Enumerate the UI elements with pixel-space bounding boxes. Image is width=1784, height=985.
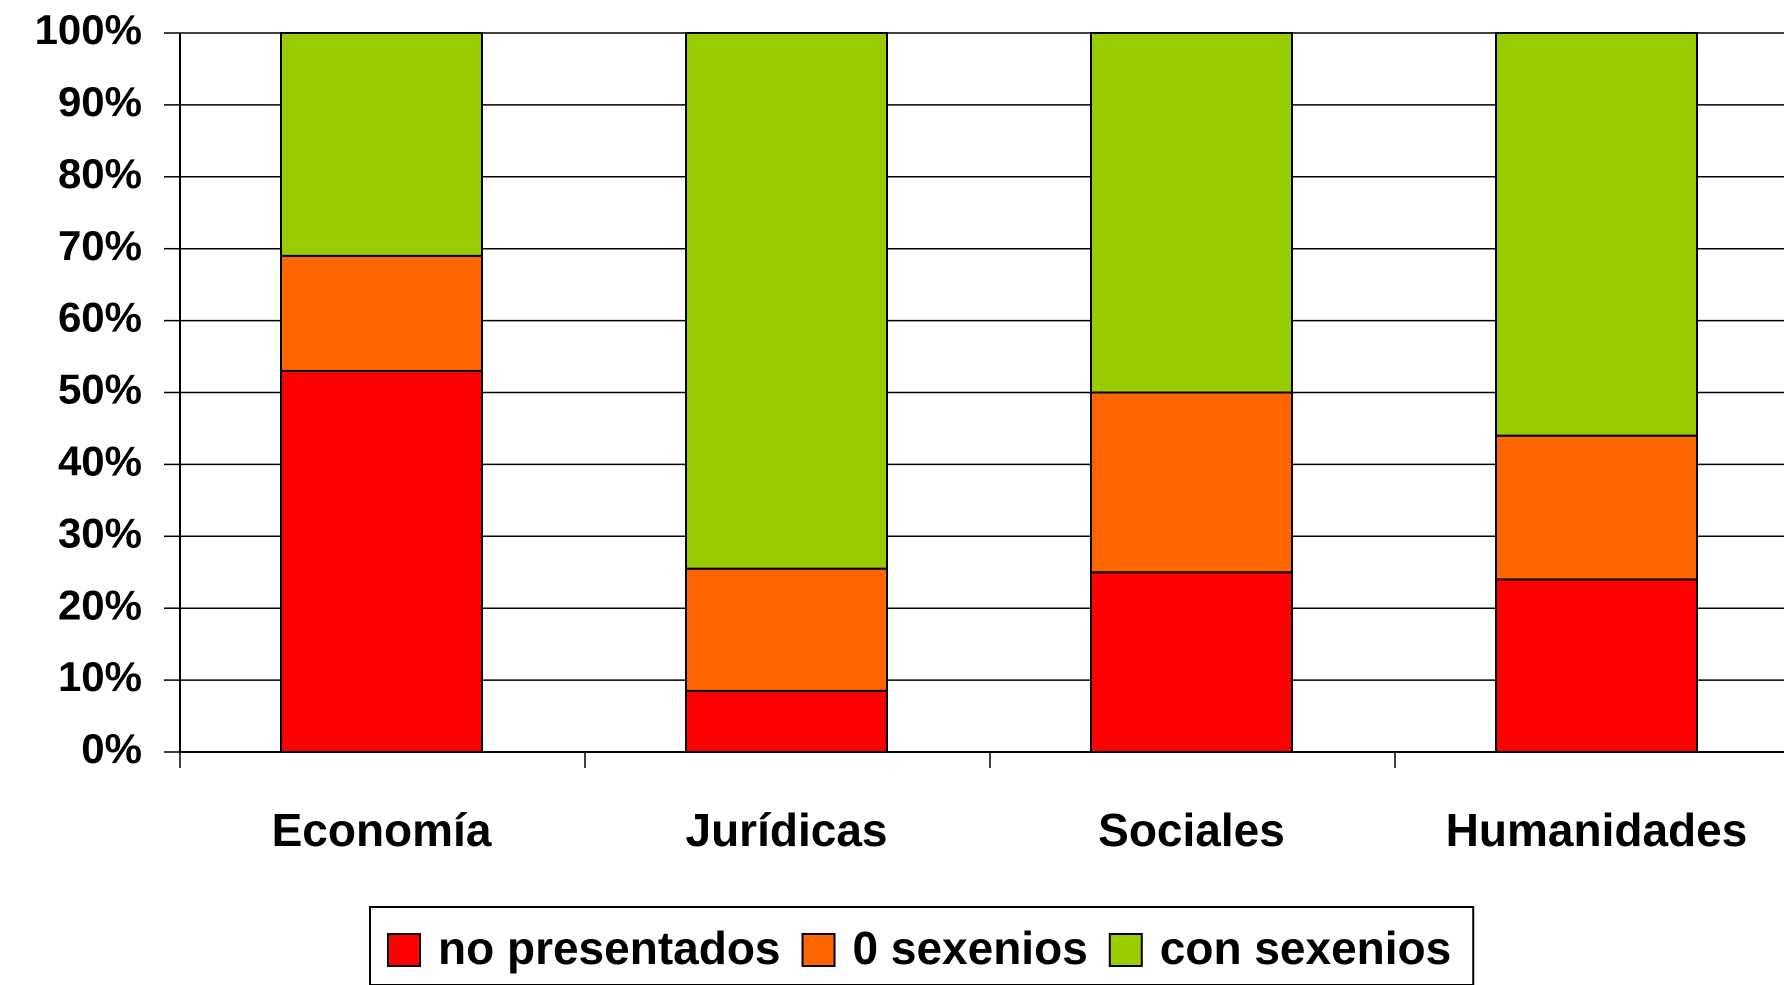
y-tick-label: 70% [58, 222, 142, 269]
y-tick-label: 0% [81, 725, 142, 772]
bar-segment [280, 254, 483, 372]
y-tick-label: 60% [58, 294, 142, 341]
legend-swatch [1108, 933, 1143, 967]
bar-segment [1090, 391, 1293, 574]
bar-segment [1495, 578, 1698, 753]
bar-segment [1090, 571, 1293, 753]
y-tick-label: 40% [58, 437, 142, 484]
legend-swatch [801, 933, 836, 967]
legend [369, 906, 1475, 985]
y-tick-label: 20% [58, 581, 142, 628]
y-tick-label: 30% [58, 509, 142, 556]
bar-segment [1495, 434, 1698, 581]
y-tick-label: 80% [58, 150, 142, 197]
bar-segment [1495, 32, 1698, 437]
bar-segment [1090, 32, 1293, 394]
legend-label: 0 sexenios [853, 922, 1088, 974]
y-tick-label: 90% [58, 78, 142, 125]
bar-segment [280, 32, 483, 257]
legend-label: con sexenios [1160, 922, 1451, 974]
y-tick-label: 10% [58, 653, 142, 700]
bar-segment [280, 369, 483, 753]
x-tick-label: Sociales [1098, 804, 1285, 856]
legend-label: no presentados [438, 922, 781, 974]
y-tick-label: 50% [58, 366, 142, 413]
x-tick-label: Jurídicas [686, 804, 888, 856]
y-tick-label: 100% [35, 6, 142, 53]
x-tick-label: Economía [272, 804, 492, 856]
bar-segment [685, 32, 888, 570]
x-tick-label: Humanidades [1446, 804, 1748, 856]
bar-segment [685, 689, 888, 754]
bar-segment [685, 567, 888, 692]
legend-swatch [387, 933, 421, 967]
